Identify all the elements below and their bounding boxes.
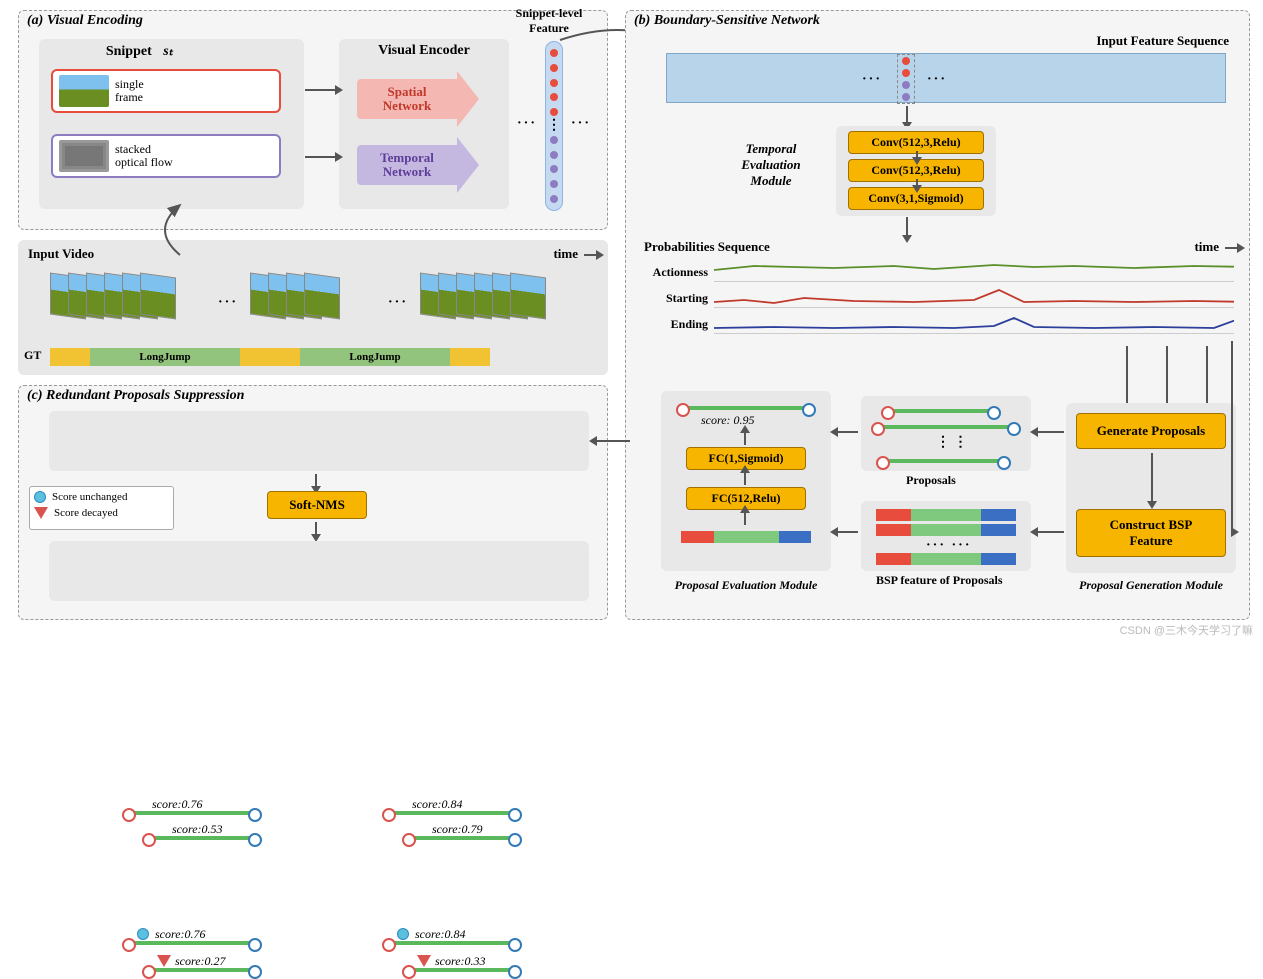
arrow-sig-to-gen-2 <box>1166 346 1168 406</box>
panel-visual-encoding: (a) Visual Encoding Snippet sₜ single fr… <box>18 10 608 230</box>
proposal-2 <box>876 425 1016 429</box>
before-nms-box <box>49 411 589 471</box>
generate-proposals: Generate Proposals <box>1076 413 1226 449</box>
flow-thumb <box>59 140 109 172</box>
snippet-title: Snippet sₜ <box>99 43 179 60</box>
arrow-sig-to-gen-3 <box>1206 346 1208 406</box>
bsp-bar-3 <box>876 553 1016 565</box>
arrow-bsp-to-feature <box>1036 531 1064 533</box>
proposals-label: Proposals <box>906 473 956 488</box>
bsp-bar-1 <box>876 509 1016 521</box>
frames-dots-2: ··· <box>388 295 408 311</box>
legend-unchanged: Score unchanged <box>52 491 127 503</box>
proposals-vdots: ⋮ ⋮ <box>936 439 968 446</box>
dots-a-1: ··· <box>517 116 537 132</box>
watermark: CSDN @三木今天学习了嘛 <box>1120 622 1253 638</box>
temporal-network: Temporal Network <box>357 137 479 193</box>
arrow-bspfeat-to-pem <box>836 531 858 533</box>
tem-label: Temporal Evaluation Module <box>721 141 821 189</box>
arrow-b-to-c <box>595 440 630 442</box>
frames-group-1 <box>68 275 176 317</box>
soft-nms: Soft-NMS <box>267 491 367 519</box>
prob-seq-title: Probabilities Sequence <box>644 239 770 255</box>
legend-decayed: Score decayed <box>54 507 118 519</box>
proposal-1 <box>886 409 996 413</box>
arrow-sig-to-gen-1 <box>1126 346 1128 406</box>
feature-column: ⋮ <box>545 41 563 211</box>
input-feature-seq-title: Input Feature Sequence <box>1096 33 1229 49</box>
construct-bsp: Construct BSP Feature <box>1076 509 1226 557</box>
frame-thumb <box>59 75 109 107</box>
arrow-bsp-to-fc <box>744 511 746 525</box>
arrow-from-nms <box>315 522 317 536</box>
time-label-b: time <box>1194 239 1219 255</box>
optical-flow-label: stacked optical flow <box>115 143 173 169</box>
arrow-flow-to-temporal <box>305 156 337 158</box>
arrow-gen-to-bsp <box>1151 453 1153 503</box>
encoder-box: Visual Encoder Spatial Network Temporal … <box>339 39 509 209</box>
encoder-title: Visual Encoder <box>364 43 484 59</box>
dots-a-2: ··· <box>571 116 591 132</box>
proposal-3 <box>881 459 1006 463</box>
bsp-dots: ··· ··· <box>926 538 972 554</box>
arrow-actionness-to-bsp <box>1231 531 1233 533</box>
bsp-bar-2 <box>876 524 1016 536</box>
input-video-box: Input Video time ··· ··· GT LongJumpLong… <box>18 240 608 375</box>
spatial-network: Spatial Network <box>357 71 479 127</box>
gt-label: GT <box>24 348 41 363</box>
arrow-frame-to-spatial <box>305 89 337 91</box>
panel-bsn: (b) Boundary-Sensitive Network Input Fea… <box>625 10 1250 620</box>
snippet-var: sₜ <box>163 44 172 59</box>
frames-group-3 <box>438 275 546 317</box>
snippet-box: Snippet sₜ single frame stacked optical … <box>39 39 304 209</box>
arrow-fc-to-score <box>744 431 746 445</box>
pgm-label: Proposal Generation Module <box>1066 578 1236 593</box>
arrow-actionness-to-bsp-vert <box>1231 341 1233 531</box>
signals-container: ActionnessStartingEnding <box>636 259 1241 337</box>
temporal-net-label: Temporal Network <box>357 145 457 185</box>
arrow-to-conv <box>906 106 908 124</box>
pem-label: Proposal Evaluation Module <box>661 578 831 593</box>
after-nms-box <box>49 541 589 601</box>
input-feature-bar: ··· ··· <box>666 53 1226 103</box>
arrow-c1-c2 <box>916 151 918 159</box>
frames-dots-1: ··· <box>218 295 238 311</box>
arrow-proposals-to-pem <box>836 431 858 433</box>
panel-redundant: (c) Redundant Proposals Suppression scor… <box>18 385 608 620</box>
arrow-conv-to-prob <box>906 217 908 237</box>
panel-c-title: (c) Redundant Proposals Suppression <box>27 388 244 404</box>
time-label-a: time <box>553 246 578 262</box>
curve-video-to-snippet <box>130 200 230 260</box>
pem-proposal <box>681 406 811 410</box>
pem-bsp-bar <box>681 531 811 543</box>
gt-bar: LongJumpLongJump <box>50 348 490 366</box>
arrow-gen-to-proposals <box>1036 431 1064 433</box>
panel-b-title: (b) Boundary-Sensitive Network <box>634 13 820 29</box>
optical-flow-box: stacked optical flow <box>51 134 281 178</box>
frames-group-2 <box>268 275 340 317</box>
time-arrow-a <box>584 254 598 256</box>
arrow-c2-c3 <box>916 179 918 187</box>
single-frame-label: single frame <box>115 78 144 104</box>
spatial-net-label: Spatial Network <box>357 79 457 119</box>
time-arrow-b <box>1225 247 1239 249</box>
panel-a-title: (a) Visual Encoding <box>27 13 143 29</box>
arrow-fc1-to-fc2 <box>744 471 746 485</box>
legend-box: Score unchanged Score decayed <box>29 486 174 530</box>
snippet-title-text: Snippet <box>106 44 152 59</box>
bsp-label: BSP feature of Proposals <box>876 573 1003 588</box>
single-frame-box: single frame <box>51 69 281 113</box>
input-video-title: Input Video <box>28 246 94 262</box>
arrow-to-nms <box>315 474 317 488</box>
